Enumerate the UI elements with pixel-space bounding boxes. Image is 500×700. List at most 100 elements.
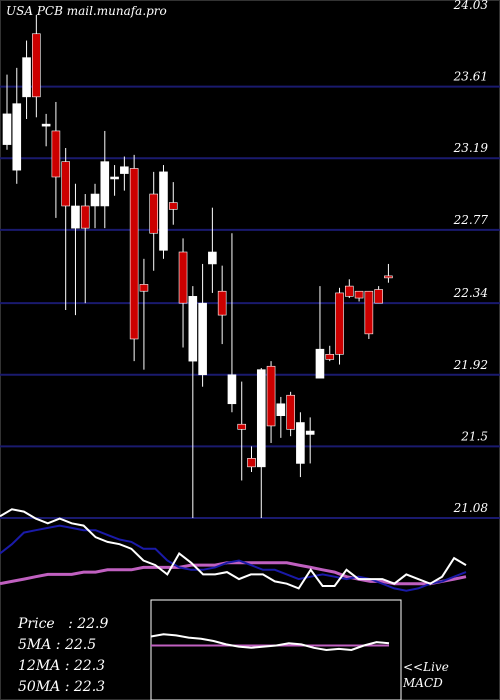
candle-body xyxy=(217,290,227,316)
candle xyxy=(335,287,344,365)
ma5-line xyxy=(0,508,467,590)
candle-body xyxy=(120,166,129,174)
candle-body xyxy=(61,161,70,207)
candle xyxy=(61,147,70,310)
ma12-readout: 12MA : 22.3 xyxy=(18,658,106,674)
candle-body xyxy=(208,251,217,265)
macd-name-label: MACD xyxy=(403,676,443,690)
price-tick-label: 23.19 xyxy=(453,141,489,155)
candle xyxy=(41,113,51,147)
candle xyxy=(168,182,178,225)
candle xyxy=(217,265,227,345)
candle xyxy=(208,207,217,293)
candle xyxy=(2,74,12,150)
candle xyxy=(344,279,354,299)
candle xyxy=(110,165,119,196)
candle-body xyxy=(198,302,207,376)
candle xyxy=(374,286,383,304)
candle xyxy=(129,154,139,362)
candle-body xyxy=(41,123,51,127)
macd-frame xyxy=(150,599,402,700)
candle xyxy=(364,290,374,339)
candle xyxy=(178,238,188,348)
ma50-readout: 50MA : 22.3 xyxy=(18,679,106,695)
candle xyxy=(247,446,256,472)
candle-body xyxy=(227,374,237,405)
candle xyxy=(227,233,237,413)
candle xyxy=(256,367,266,518)
price-tick-label: 22.77 xyxy=(453,213,489,227)
candle xyxy=(80,194,90,304)
candle-body xyxy=(129,168,139,340)
candle-body xyxy=(354,290,364,299)
candle-body xyxy=(344,285,354,297)
candle-body xyxy=(256,369,266,468)
candle-body xyxy=(2,113,12,145)
candle-body xyxy=(374,289,383,304)
candle xyxy=(237,381,247,481)
candle-body xyxy=(90,193,100,207)
macd-live-label: <<Live xyxy=(403,660,449,674)
candle xyxy=(286,391,295,437)
price-gridlines xyxy=(0,85,500,519)
candle xyxy=(12,67,22,184)
candle-body xyxy=(286,394,295,430)
candle xyxy=(296,412,305,478)
candle-body xyxy=(296,422,305,464)
moving-average-lines xyxy=(0,508,467,592)
ma5-readout: 5MA : 22.5 xyxy=(18,637,97,653)
candle-body xyxy=(188,296,198,362)
candle-body xyxy=(178,251,188,304)
price-readout: Price : 22.9 xyxy=(18,616,109,632)
candle xyxy=(71,183,80,316)
ma50-line xyxy=(0,561,467,586)
candle xyxy=(276,396,286,438)
candle-body xyxy=(80,205,90,229)
candle-body xyxy=(325,354,335,360)
candle-body xyxy=(237,423,247,430)
candle-body xyxy=(276,403,286,416)
price-tick-label: 21.5 xyxy=(460,429,488,443)
candle-body xyxy=(159,171,168,251)
candle-body xyxy=(149,193,158,234)
candle-body xyxy=(315,348,325,379)
ma12-line xyxy=(0,524,467,592)
site-title: USA PCB mail.munafa.pro xyxy=(6,4,167,18)
candle-body xyxy=(12,103,22,171)
price-tick-label: 24.03 xyxy=(453,0,489,12)
candle xyxy=(354,290,364,302)
price-tick-label: 21.92 xyxy=(453,358,488,372)
price-tick-label: 22.34 xyxy=(453,286,488,300)
candle xyxy=(266,361,276,443)
candle-body xyxy=(139,284,149,292)
candle-body xyxy=(266,365,276,427)
macd-panel xyxy=(150,599,402,700)
candle xyxy=(22,40,31,120)
price-tick-labels: 24.03 23.61 23.19 22.77 22.34 21.92 21.5 21.08 xyxy=(453,0,489,515)
candle-body xyxy=(100,161,110,207)
candle-body xyxy=(364,290,374,335)
candle xyxy=(188,286,198,518)
candle xyxy=(305,417,315,464)
candle xyxy=(100,130,110,229)
candle xyxy=(198,263,207,387)
candle-body xyxy=(247,458,256,468)
candle xyxy=(315,286,325,379)
candle-body xyxy=(22,57,31,98)
candle xyxy=(325,345,335,362)
price-tick-label: 21.08 xyxy=(453,501,489,515)
macd-line xyxy=(150,633,390,652)
candle xyxy=(384,263,393,283)
price-tick-label: 23.61 xyxy=(453,70,488,84)
candle xyxy=(32,15,41,118)
candle-body xyxy=(71,205,80,229)
candle xyxy=(51,101,61,218)
candle-body xyxy=(110,176,119,180)
candle-body xyxy=(305,430,315,435)
candle xyxy=(120,156,129,191)
candle xyxy=(139,258,149,370)
candle xyxy=(149,171,158,271)
candle-body xyxy=(168,202,178,210)
candle xyxy=(90,183,100,229)
